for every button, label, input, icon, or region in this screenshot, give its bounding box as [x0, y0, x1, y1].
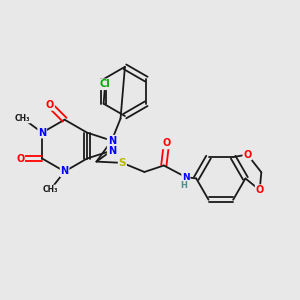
Text: Cl: Cl	[100, 79, 110, 89]
Text: O: O	[162, 139, 170, 148]
Text: N: N	[182, 172, 190, 182]
Text: O: O	[256, 185, 264, 195]
Text: N: N	[108, 136, 116, 146]
Text: N: N	[108, 146, 116, 155]
Text: S: S	[118, 158, 126, 168]
Text: H: H	[180, 181, 187, 190]
Text: CH₃: CH₃	[43, 185, 58, 194]
Text: O: O	[243, 149, 251, 160]
Text: O: O	[46, 100, 54, 110]
Text: O: O	[16, 154, 24, 164]
Text: N: N	[38, 128, 46, 138]
Text: CH₃: CH₃	[15, 114, 31, 123]
Text: N: N	[61, 167, 69, 176]
